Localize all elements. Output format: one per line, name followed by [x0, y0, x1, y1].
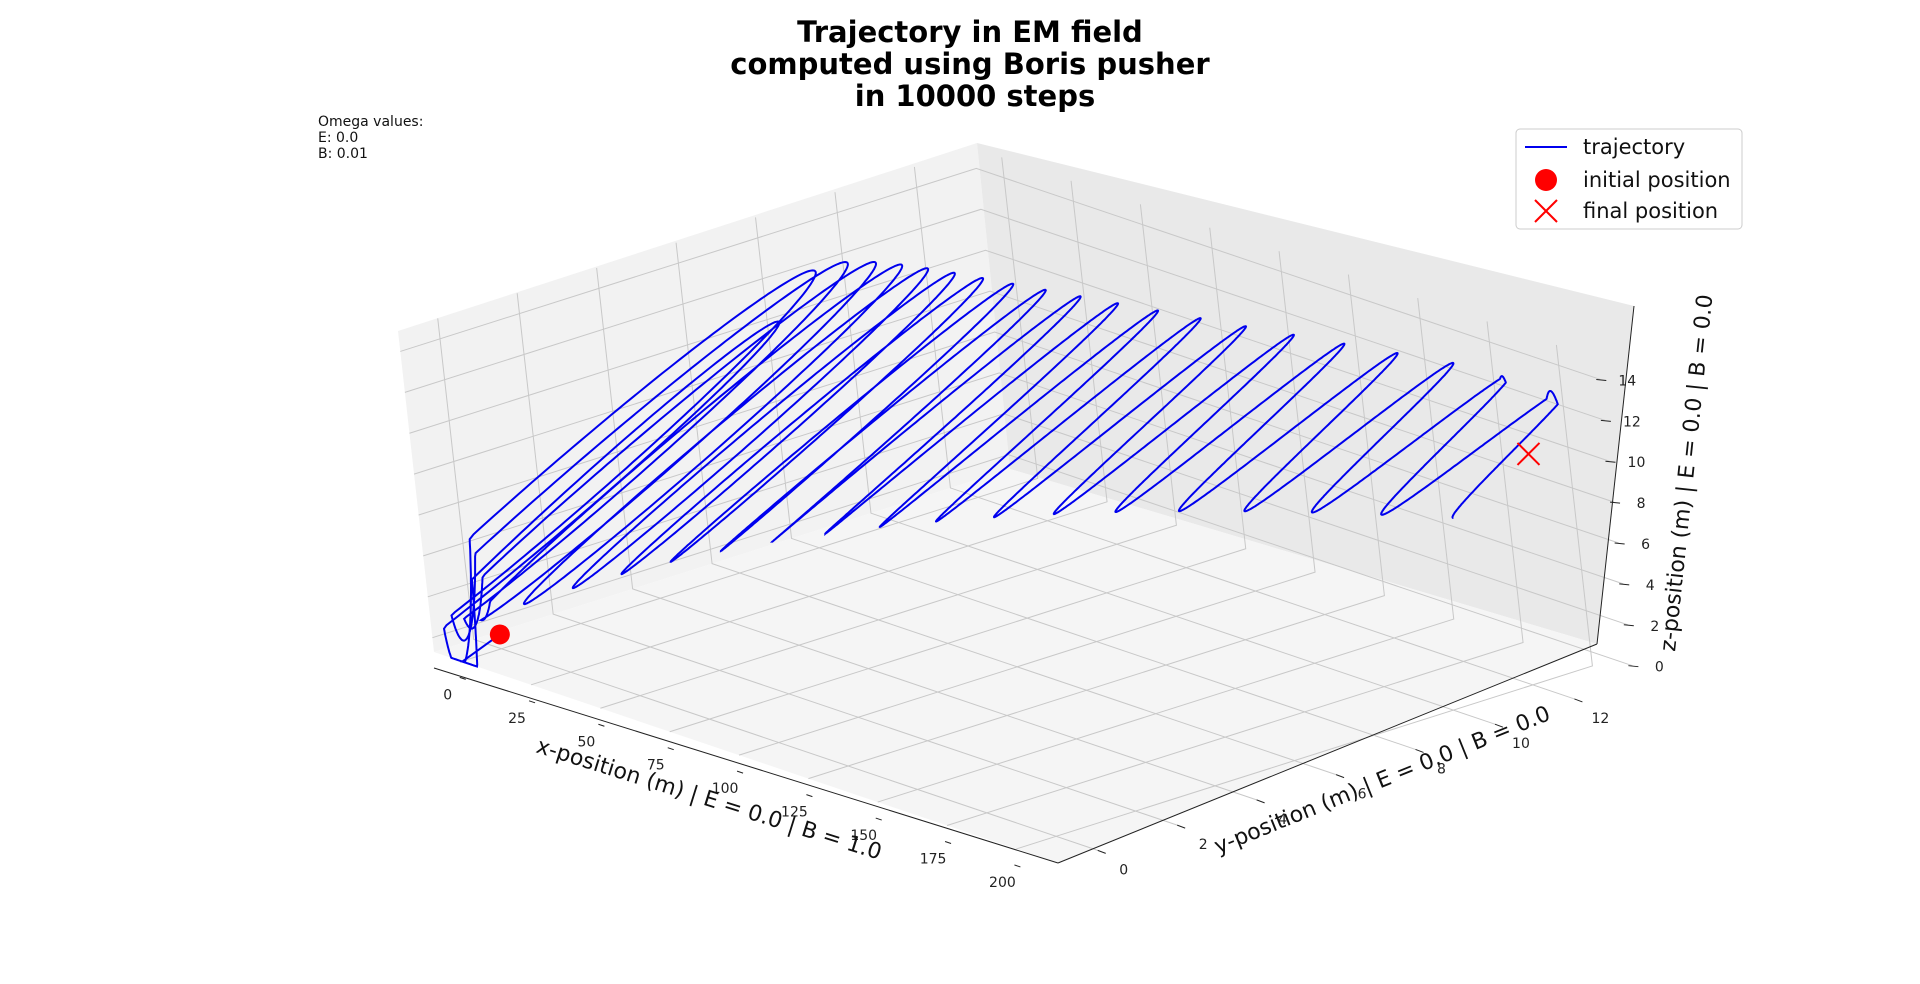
y-tick-label: 8: [1437, 761, 1446, 777]
y-gridline: [437, 318, 1098, 851]
z-axis-line: [1596, 305, 1635, 645]
trajectory-line: [442, 260, 1559, 668]
y-tick-label: 10: [1512, 736, 1530, 752]
legend-item-final-position: final position: [1534, 199, 1718, 223]
z-tick-label: 6: [1641, 537, 1650, 553]
z-tick-mark: [1619, 583, 1630, 586]
z-tick-mark: [1610, 501, 1621, 504]
x-gridline: [600, 204, 1177, 709]
x-gridline: [461, 157, 1039, 662]
legend-box: [1515, 128, 1743, 230]
legend-label-trajectory: trajectory: [1583, 135, 1685, 159]
z-gridline: [400, 167, 1601, 380]
y-tick-mark: [1415, 748, 1424, 753]
y-axis-line: [1057, 643, 1598, 864]
legend-label-initial-position: initial position: [1583, 168, 1731, 192]
x-tick-mark: [1014, 864, 1021, 868]
chart-title-line-1: Trajectory in EM field: [797, 15, 1143, 49]
x-tick-mark: [459, 676, 466, 680]
y-tick-mark: [1176, 824, 1186, 829]
final-position-marker: [1516, 442, 1541, 466]
x-gridline: [530, 180, 1108, 686]
x-tick-label: 75: [647, 758, 665, 774]
y-gridline: [834, 192, 1496, 725]
x-tick-label: 200: [989, 875, 1016, 891]
y-tick-mark: [1256, 799, 1265, 804]
x-tick-label: 175: [920, 851, 947, 867]
x-gridline: [946, 321, 1524, 826]
omega-e-value: E: 0.0: [318, 130, 358, 146]
z-tick-label: 14: [1618, 373, 1636, 389]
grid-lines: [400, 157, 1633, 851]
axis-lines: [433, 305, 1635, 864]
y-tick-mark: [1097, 849, 1106, 854]
chart-title-line-2: computed using Boris pusher: [730, 47, 1210, 81]
y-tick-mark: [1574, 698, 1583, 703]
z-tick-mark: [1614, 542, 1625, 545]
back-pane: [977, 143, 1634, 644]
legend-item-trajectory: trajectory: [1525, 135, 1685, 159]
y-tick-label: 4: [1278, 812, 1287, 828]
y-tick-mark: [1494, 723, 1504, 728]
x-gridline: [1016, 344, 1593, 850]
y-gridline: [516, 293, 1178, 826]
x-tick-mark: [806, 794, 813, 798]
x-tick-label: 25: [508, 711, 526, 727]
z-tick-mark: [1623, 624, 1634, 627]
z-tick-label: 4: [1646, 578, 1655, 594]
y-gridline: [596, 267, 1257, 801]
legend-x-swatch-b: [1534, 199, 1558, 223]
z-gridline: [404, 208, 1606, 421]
y-tick-label: 0: [1119, 862, 1128, 878]
legend-item-initial-position: initial position: [1535, 168, 1731, 192]
y-gridline: [675, 242, 1337, 776]
x-tick-label: 0: [443, 687, 452, 703]
z-tick-mark: [1600, 419, 1611, 422]
x-tick-label: 50: [577, 734, 595, 750]
z-gridline: [409, 249, 1610, 462]
x-gridline: [669, 227, 1247, 733]
x-tick-label: 100: [712, 781, 739, 797]
initial-position-marker: [489, 624, 510, 645]
legend-label-final-position: final position: [1583, 199, 1718, 223]
tick-labels: 0 25 50 75 100 125 150 175 200 0 2 4 6 8 10 12 0 2 4 6 8 10 12…: [443, 373, 1664, 890]
y-tick-label: 2: [1199, 837, 1208, 853]
x-tick-label: 150: [850, 828, 877, 844]
x-tick-mark: [875, 817, 882, 821]
legend-circle-swatch: [1535, 169, 1557, 191]
z-tick-label: 0: [1655, 660, 1664, 676]
z-gridline: [418, 331, 1619, 544]
x-gridline: [738, 251, 1316, 756]
y-gridline: [755, 217, 1416, 750]
z-tick-label: 10: [1628, 455, 1646, 471]
x-tick-label: 125: [781, 805, 808, 821]
omega-heading: Omega values:: [318, 114, 423, 130]
omega-annotation: Omega values: E: 0.0 B: 0.01: [318, 114, 423, 162]
chart-title-line-3: in 10000 steps: [855, 79, 1095, 113]
x-tick-mark: [598, 723, 605, 727]
z-gridline: [413, 290, 1615, 503]
z-tick-mark: [1605, 460, 1616, 463]
omega-b-value: B: 0.01: [318, 146, 368, 162]
z-gridline: [432, 454, 1633, 667]
x-gridline: [808, 274, 1385, 780]
x-tick-mark: [736, 770, 744, 774]
chart-title: Trajectory in EM field computed using Bo…: [730, 15, 1210, 113]
z-tick-label: 2: [1650, 619, 1659, 635]
legend: trajectory initial position final positi…: [1515, 128, 1743, 230]
z-tick-label: 12: [1623, 414, 1641, 430]
x-tick-mark: [667, 747, 674, 751]
x-tick-mark: [528, 700, 536, 704]
z-tick-label: 8: [1637, 496, 1646, 512]
y-tick-mark: [1335, 774, 1345, 779]
x-tick-mark: [944, 841, 952, 844]
x-axis-line: [433, 667, 1059, 864]
z-axis-label: z-position (m) | E = 0.0 | B = 0.0: [1656, 293, 1718, 652]
z-tick-mark: [1628, 665, 1639, 668]
y-tick-label: 6: [1358, 787, 1367, 803]
y-tick-label: 12: [1591, 711, 1609, 727]
z-tick-mark: [1596, 378, 1607, 381]
x-gridline: [877, 297, 1455, 803]
